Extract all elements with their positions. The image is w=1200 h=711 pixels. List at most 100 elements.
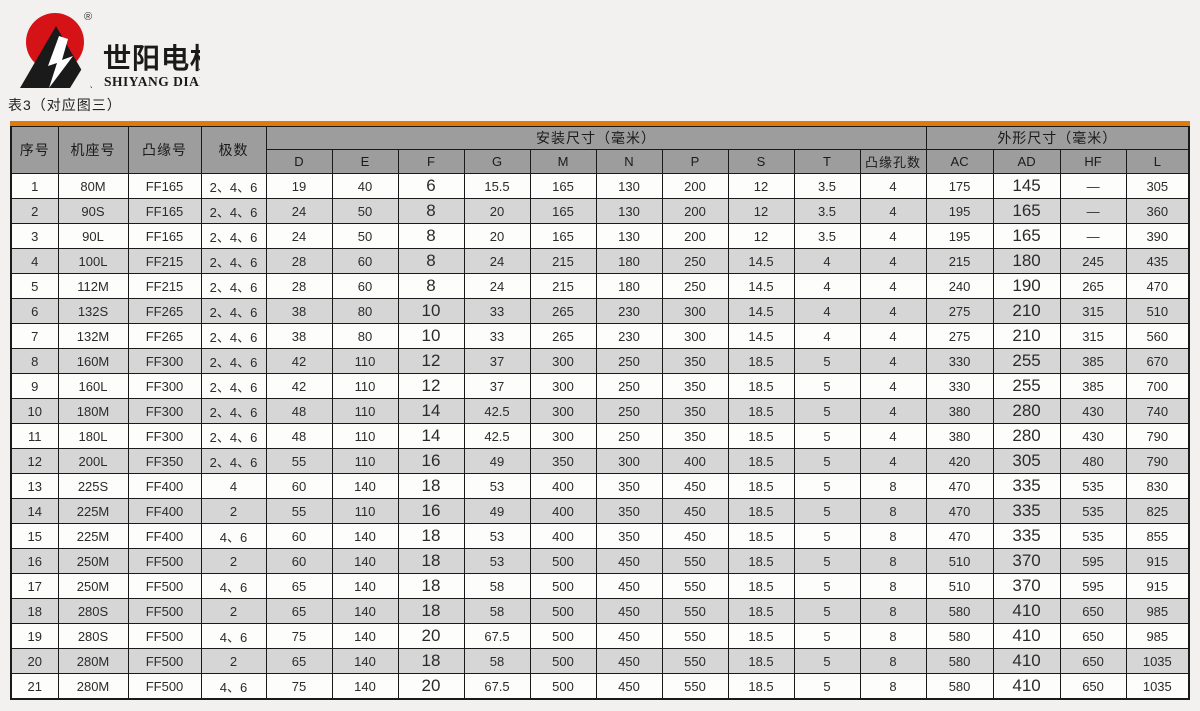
table-cell: 1035 [1125,648,1190,674]
table-cell: 65 [265,648,333,674]
table-cell: 4 [859,373,927,399]
table-cell: 140 [331,523,399,549]
table-cell: 510 [925,548,994,574]
table-cell: 915 [1125,548,1190,574]
table-cell: 8 [859,548,927,574]
table-cell: 12 [397,373,465,399]
table-cell: 2、4、6 [200,398,267,424]
table-cell: 130 [595,223,663,249]
table-cell: 140 [331,473,399,499]
table-cell: 180 [992,248,1061,274]
table-cell: 250M [57,573,129,599]
table-cell: FF300 [127,423,202,449]
table-cell: FF400 [127,523,202,549]
table-cell: FF500 [127,623,202,649]
group-header-install: 安装尺寸（毫米） [265,126,927,150]
table-cell: 18.5 [727,648,795,674]
table-row: 14 225M FF400 2 55 110 16 49 400 350 450 18.5 5 8 470 3… [10,498,1190,524]
table-cell: 230 [595,323,663,349]
table-cell: 4 [859,423,927,449]
table-cell: 670 [1125,348,1190,374]
table-row: 6 132S FF265 2、4、6 38 80 10 33 265 230 300 14.5 4 4 27… [10,298,1190,324]
table-cell: 18 [397,598,465,624]
table-cell: 250 [595,423,663,449]
table-cell: 4 [10,248,59,274]
table-cell: FF215 [127,248,202,274]
table-cell: 450 [595,648,663,674]
table-cell: 65 [265,598,333,624]
table-cell: 18 [397,648,465,674]
table-cell: 8 [859,573,927,599]
table-cell: 400 [529,498,597,524]
table-row: 18 280S FF500 2 65 140 18 58 500 450 550 18.5 5 8 580 4… [10,598,1190,624]
table-cell: 5 [793,648,861,674]
table-cell: 195 [925,198,994,224]
table-cell: 110 [331,423,399,449]
table-cell: 14 [397,423,465,449]
table-cell: 450 [595,623,663,649]
table-cell: 300 [529,398,597,424]
table-cell: 4、6 [200,623,267,649]
table-cell: FF500 [127,598,202,624]
table-cell: 195 [925,223,994,249]
table-cell: 58 [463,648,531,674]
table-cell: 250 [595,398,663,424]
table-cell: 5 [793,473,861,499]
dimensions-table: 序号 机座号 凸缘号 极数 安装尺寸（毫米） 外形尺寸（毫米） D E F G … [10,126,1191,700]
table-cell: 390 [1125,223,1190,249]
table-cell: 132M [57,323,129,349]
table-cell: 470 [1125,273,1190,299]
table-cell: 110 [331,448,399,474]
table-cell: 33 [463,298,531,324]
brand-logo: ® 世阳电机 SHIYANG DIANJI [10,6,222,94]
table-cell: 215 [529,248,597,274]
table-cell: 580 [925,648,994,674]
table-row: 2 90S FF165 2、4、6 24 50 8 20 165 130 200 12 3.5 4 195 1… [10,198,1190,224]
table-cell: 210 [992,323,1061,349]
table-cell: 330 [925,348,994,374]
table-cell: 2、4、6 [200,323,267,349]
table-cell: 11 [10,423,59,449]
table-cell: 230 [595,298,663,324]
table-cell: 145 [992,173,1061,199]
logo-graphic: ® 世阳电机 SHIYANG DIANJI [20,11,222,89]
table-cell: FF300 [127,398,202,424]
table-cell: 16 [397,448,465,474]
table-cell: 250 [661,273,729,299]
table-cell: FF300 [127,373,202,399]
table-cell: 140 [331,573,399,599]
table-cell: 165 [992,198,1061,224]
table-cell: 5 [10,273,59,299]
table-cell: 350 [595,473,663,499]
table-cell: 53 [463,473,531,499]
table-cell: 110 [331,373,399,399]
table-cell: 75 [265,673,333,700]
table-cell: 650 [1059,598,1127,624]
table-cell: 550 [661,623,729,649]
table-cell: 160L [57,373,129,399]
table-cell: 4 [859,398,927,424]
table-cell: 8 [859,623,927,649]
table-row: 16 250M FF500 2 60 140 18 53 500 450 550 18.5 5 8 510 3… [10,548,1190,574]
table-cell: 535 [1059,498,1127,524]
table-cell: 90L [57,223,129,249]
table-cell: 12 [727,198,795,224]
table-cell: 300 [529,423,597,449]
table-cell: 200 [661,198,729,224]
table-cell: 18.5 [727,348,795,374]
table-cell: 2、4、6 [200,223,267,249]
table-cell: 280 [992,398,1061,424]
table-cell: 985 [1125,623,1190,649]
table-cell: 180 [595,248,663,274]
table-accent-bar [10,121,1190,126]
table-cell: 4 [859,448,927,474]
table-cell: 450 [661,523,729,549]
table-cell: 190 [992,273,1061,299]
table-cell: 19 [10,623,59,649]
table-cell: FF265 [127,298,202,324]
table-cell: 18.5 [727,398,795,424]
table-row: 4 100L FF215 2、4、6 28 60 8 24 215 180 250 14.5 4 4 215… [10,248,1190,274]
table-cell: 60 [265,548,333,574]
table-cell: 8 [397,273,465,299]
table-cell: 4 [859,248,927,274]
